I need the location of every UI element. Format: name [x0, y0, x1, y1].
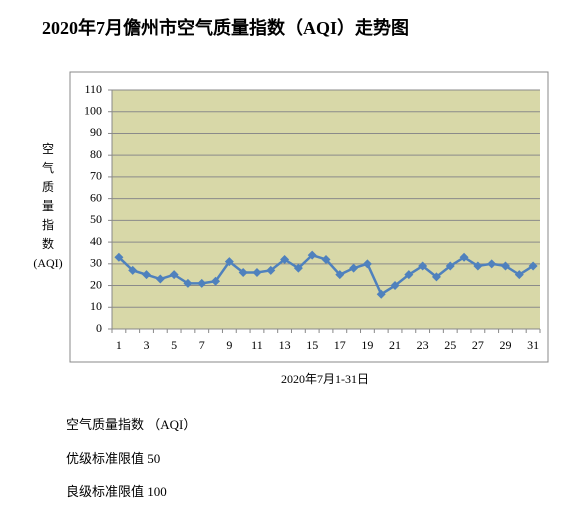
y-tick-label: 20 [90, 277, 102, 291]
x-tick-label: 13 [279, 338, 291, 352]
x-tick-label: 9 [226, 338, 232, 352]
x-tick-label: 7 [199, 338, 205, 352]
x-tick-label: 3 [144, 338, 150, 352]
data-point [390, 281, 400, 291]
chart-title: 2020年7月儋州市空气质量指数（AQI）走势图 [42, 17, 409, 38]
data-point [142, 270, 152, 280]
data-point [114, 252, 124, 262]
data-point [307, 250, 317, 260]
data-point [293, 263, 303, 273]
x-tick-label: 11 [251, 338, 263, 352]
y-tick-label: 0 [96, 321, 102, 335]
x-tick-label: 27 [472, 338, 484, 352]
data-point [197, 278, 207, 288]
y-tick-label: 110 [84, 82, 102, 96]
note: 空气质量指数 （AQI） [66, 417, 196, 432]
x-tick-label: 15 [306, 338, 318, 352]
data-point [431, 272, 441, 282]
data-point [404, 270, 414, 280]
y-tick-label: 50 [90, 212, 102, 226]
y-tick-label: 80 [90, 147, 102, 161]
x-tick-label: 23 [417, 338, 429, 352]
data-point [238, 268, 248, 278]
y-tick-label: 40 [90, 234, 102, 248]
data-point [459, 252, 469, 262]
note: 优级标准限值 50 [66, 451, 160, 466]
data-point [252, 268, 262, 278]
data-point [280, 254, 290, 264]
plot-area [112, 90, 540, 329]
data-point [514, 270, 524, 280]
data-point [445, 261, 455, 271]
data-point [211, 276, 221, 286]
y-tick-label: 10 [90, 299, 102, 313]
data-point [362, 259, 372, 269]
data-point [155, 274, 165, 284]
data-point [376, 289, 386, 299]
y-tick-label: 70 [90, 169, 102, 183]
y-tick-label: 60 [90, 190, 102, 204]
data-point [500, 261, 510, 271]
data-point [528, 261, 538, 271]
data-point [487, 259, 497, 269]
x-tick-label: 25 [444, 338, 456, 352]
data-point [335, 270, 345, 280]
x-tick-label: 31 [527, 338, 539, 352]
data-point [266, 265, 276, 275]
x-tick-label: 21 [389, 338, 401, 352]
x-tick-label: 29 [499, 338, 511, 352]
data-point [169, 270, 179, 280]
y-tick-label: 100 [84, 103, 102, 117]
y-axis-title: 空气质量指数(AQI) [33, 142, 62, 270]
data-point [418, 261, 428, 271]
data-point [349, 263, 359, 273]
data-point [473, 261, 483, 271]
note: 良级标准限值 100 [66, 484, 167, 499]
x-axis-title: 2020年7月1-31日 [281, 372, 369, 386]
x-tick-label: 1 [116, 338, 122, 352]
data-point [224, 257, 234, 267]
y-tick-label: 30 [90, 256, 102, 270]
data-point [321, 254, 331, 264]
data-point [183, 278, 193, 288]
x-tick-label: 19 [361, 338, 373, 352]
x-tick-label: 17 [334, 338, 346, 352]
data-point [128, 265, 138, 275]
y-tick-label: 90 [90, 125, 102, 139]
x-tick-label: 5 [171, 338, 177, 352]
